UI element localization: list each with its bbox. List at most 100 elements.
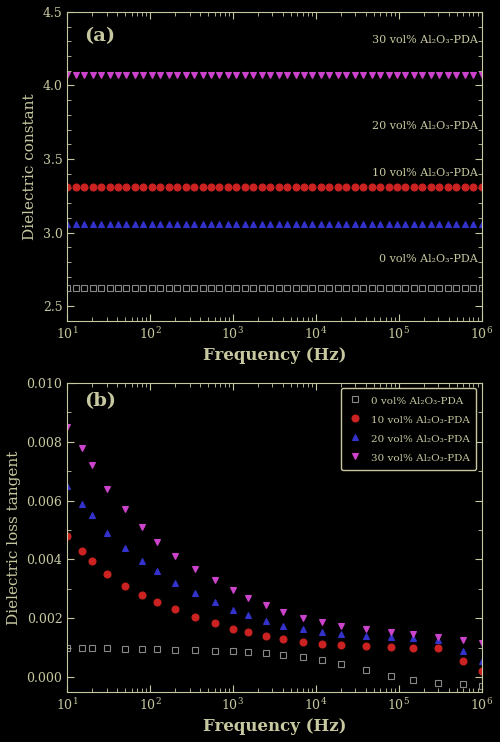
0 vol% Al₂O₃-PDA: [435, 678, 441, 687]
30 vol% Al₂O₃-PDA: [172, 552, 178, 561]
10 vol% Al₂O₃-PDA: [410, 643, 416, 652]
10 vol% Al₂O₃-PDA: [435, 644, 441, 653]
Line: 20 vol% Al₂O₃-PDA: 20 vol% Al₂O₃-PDA: [64, 482, 485, 664]
0 vol% Al₂O₃-PDA: [230, 647, 236, 656]
Text: (a): (a): [84, 27, 115, 45]
20 vol% Al₂O₃-PDA: [388, 633, 394, 642]
10 vol% Al₂O₃-PDA: [388, 643, 394, 651]
10 vol% Al₂O₃-PDA: [300, 638, 306, 647]
30 vol% Al₂O₃-PDA: [435, 633, 441, 642]
10 vol% Al₂O₃-PDA: [64, 531, 70, 540]
20 vol% Al₂O₃-PDA: [122, 543, 128, 552]
Text: (b): (b): [84, 393, 116, 410]
0 vol% Al₂O₃-PDA: [410, 675, 416, 684]
Text: 10 vol% Al₂O₃-PDA: 10 vol% Al₂O₃-PDA: [372, 168, 478, 177]
20 vol% Al₂O₃-PDA: [320, 628, 326, 637]
20 vol% Al₂O₃-PDA: [212, 597, 218, 606]
0 vol% Al₂O₃-PDA: [172, 646, 178, 654]
Text: 20 vol% Al₂O₃-PDA: 20 vol% Al₂O₃-PDA: [372, 121, 478, 131]
10 vol% Al₂O₃-PDA: [244, 628, 250, 637]
20 vol% Al₂O₃-PDA: [338, 630, 344, 639]
30 vol% Al₂O₃-PDA: [338, 621, 344, 630]
10 vol% Al₂O₃-PDA: [320, 640, 326, 649]
10 vol% Al₂O₃-PDA: [280, 635, 286, 644]
Y-axis label: Dielectric loss tangent: Dielectric loss tangent: [7, 450, 21, 625]
20 vol% Al₂O₃-PDA: [79, 499, 85, 508]
10 vol% Al₂O₃-PDA: [79, 546, 85, 555]
20 vol% Al₂O₃-PDA: [230, 605, 236, 614]
30 vol% Al₂O₃-PDA: [280, 607, 286, 616]
20 vol% Al₂O₃-PDA: [362, 631, 368, 640]
30 vol% Al₂O₃-PDA: [89, 461, 95, 470]
20 vol% Al₂O₃-PDA: [410, 634, 416, 643]
0 vol% Al₂O₃-PDA: [122, 644, 128, 653]
20 vol% Al₂O₃-PDA: [244, 611, 250, 620]
10 vol% Al₂O₃-PDA: [362, 642, 368, 651]
30 vol% Al₂O₃-PDA: [192, 565, 198, 574]
20 vol% Al₂O₃-PDA: [104, 528, 110, 537]
30 vol% Al₂O₃-PDA: [478, 639, 484, 648]
30 vol% Al₂O₃-PDA: [212, 576, 218, 585]
10 vol% Al₂O₃-PDA: [192, 612, 198, 621]
Text: 0 vol% Al₂O₃-PDA: 0 vol% Al₂O₃-PDA: [378, 254, 478, 264]
30 vol% Al₂O₃-PDA: [79, 443, 85, 452]
30 vol% Al₂O₃-PDA: [388, 628, 394, 637]
0 vol% Al₂O₃-PDA: [263, 649, 269, 657]
30 vol% Al₂O₃-PDA: [362, 625, 368, 634]
Line: 0 vol% Al₂O₃-PDA: 0 vol% Al₂O₃-PDA: [64, 644, 485, 689]
30 vol% Al₂O₃-PDA: [122, 505, 128, 514]
10 vol% Al₂O₃-PDA: [230, 624, 236, 633]
20 vol% Al₂O₃-PDA: [154, 567, 160, 576]
0 vol% Al₂O₃-PDA: [89, 644, 95, 653]
10 vol% Al₂O₃-PDA: [139, 591, 145, 600]
0 vol% Al₂O₃-PDA: [338, 660, 344, 669]
20 vol% Al₂O₃-PDA: [192, 588, 198, 597]
20 vol% Al₂O₃-PDA: [172, 579, 178, 588]
30 vol% Al₂O₃-PDA: [104, 485, 110, 493]
20 vol% Al₂O₃-PDA: [263, 616, 269, 625]
10 vol% Al₂O₃-PDA: [460, 657, 466, 666]
0 vol% Al₂O₃-PDA: [192, 646, 198, 654]
30 vol% Al₂O₃-PDA: [320, 617, 326, 626]
0 vol% Al₂O₃-PDA: [478, 681, 484, 690]
0 vol% Al₂O₃-PDA: [320, 655, 326, 664]
0 vol% Al₂O₃-PDA: [79, 643, 85, 652]
30 vol% Al₂O₃-PDA: [263, 600, 269, 609]
0 vol% Al₂O₃-PDA: [388, 671, 394, 680]
X-axis label: Frequency (Hz): Frequency (Hz): [202, 718, 346, 735]
0 vol% Al₂O₃-PDA: [139, 645, 145, 654]
10 vol% Al₂O₃-PDA: [212, 618, 218, 627]
0 vol% Al₂O₃-PDA: [104, 644, 110, 653]
Line: 30 vol% Al₂O₃-PDA: 30 vol% Al₂O₃-PDA: [64, 424, 485, 647]
Y-axis label: Dielectric constant: Dielectric constant: [23, 93, 37, 240]
10 vol% Al₂O₃-PDA: [478, 667, 484, 676]
10 vol% Al₂O₃-PDA: [89, 556, 95, 565]
0 vol% Al₂O₃-PDA: [212, 646, 218, 655]
10 vol% Al₂O₃-PDA: [338, 641, 344, 650]
30 vol% Al₂O₃-PDA: [139, 522, 145, 531]
30 vol% Al₂O₃-PDA: [230, 586, 236, 595]
X-axis label: Frequency (Hz): Frequency (Hz): [202, 347, 346, 364]
0 vol% Al₂O₃-PDA: [300, 652, 306, 661]
30 vol% Al₂O₃-PDA: [244, 593, 250, 602]
10 vol% Al₂O₃-PDA: [263, 631, 269, 640]
10 vol% Al₂O₃-PDA: [104, 570, 110, 579]
20 vol% Al₂O₃-PDA: [139, 556, 145, 565]
20 vol% Al₂O₃-PDA: [460, 646, 466, 655]
20 vol% Al₂O₃-PDA: [300, 625, 306, 634]
10 vol% Al₂O₃-PDA: [172, 605, 178, 614]
0 vol% Al₂O₃-PDA: [244, 647, 250, 656]
10 vol% Al₂O₃-PDA: [122, 582, 128, 591]
20 vol% Al₂O₃-PDA: [89, 510, 95, 519]
20 vol% Al₂O₃-PDA: [280, 621, 286, 630]
30 vol% Al₂O₃-PDA: [154, 537, 160, 546]
30 vol% Al₂O₃-PDA: [460, 636, 466, 645]
0 vol% Al₂O₃-PDA: [362, 666, 368, 674]
20 vol% Al₂O₃-PDA: [435, 636, 441, 645]
30 vol% Al₂O₃-PDA: [64, 423, 70, 432]
0 vol% Al₂O₃-PDA: [64, 643, 70, 652]
10 vol% Al₂O₃-PDA: [154, 597, 160, 606]
20 vol% Al₂O₃-PDA: [478, 657, 484, 666]
30 vol% Al₂O₃-PDA: [410, 630, 416, 639]
0 vol% Al₂O₃-PDA: [280, 650, 286, 659]
